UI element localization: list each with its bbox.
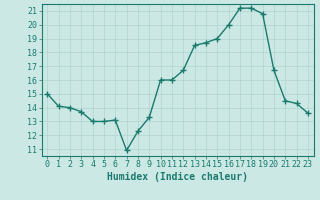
- X-axis label: Humidex (Indice chaleur): Humidex (Indice chaleur): [107, 172, 248, 182]
